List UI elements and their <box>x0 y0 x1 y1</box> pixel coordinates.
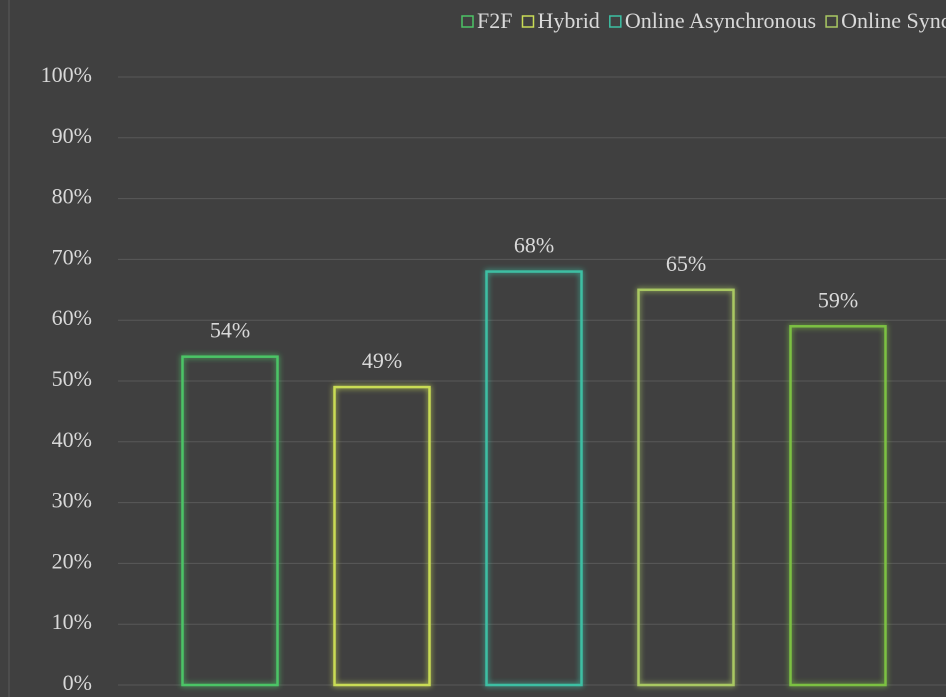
y-tick-label: 40% <box>52 427 92 452</box>
bar <box>789 325 887 687</box>
y-tick-label: 100% <box>41 62 92 87</box>
y-tick-label: 10% <box>52 609 92 634</box>
y-tick-label: 30% <box>52 488 92 513</box>
legend-swatch <box>521 15 535 28</box>
data-label: 59% <box>818 287 858 312</box>
legend-label: Hybrid <box>537 8 599 33</box>
y-tick-label: 80% <box>52 184 92 209</box>
y-tick-label: 60% <box>52 305 92 330</box>
bar <box>637 288 735 687</box>
data-label: 54% <box>210 318 250 343</box>
data-label: 65% <box>666 251 706 276</box>
y-tick-label: 90% <box>52 123 92 148</box>
y-tick-label: 0% <box>63 670 92 695</box>
legend-swatch <box>461 15 474 28</box>
bar <box>181 355 279 687</box>
y-tick-label: 20% <box>52 548 92 573</box>
legend-label: Online Asynchronous <box>625 8 816 33</box>
legend-swatch <box>825 15 838 28</box>
y-tick-label: 50% <box>52 366 92 391</box>
bar <box>333 385 431 687</box>
bar <box>485 270 583 687</box>
y-tick-label: 70% <box>52 244 92 269</box>
legend-label: Online Synchronous <box>841 8 946 33</box>
data-label: 68% <box>514 233 554 258</box>
legend-label: F2F <box>477 8 512 33</box>
data-label: 49% <box>362 348 402 373</box>
legend-swatch <box>609 15 622 28</box>
